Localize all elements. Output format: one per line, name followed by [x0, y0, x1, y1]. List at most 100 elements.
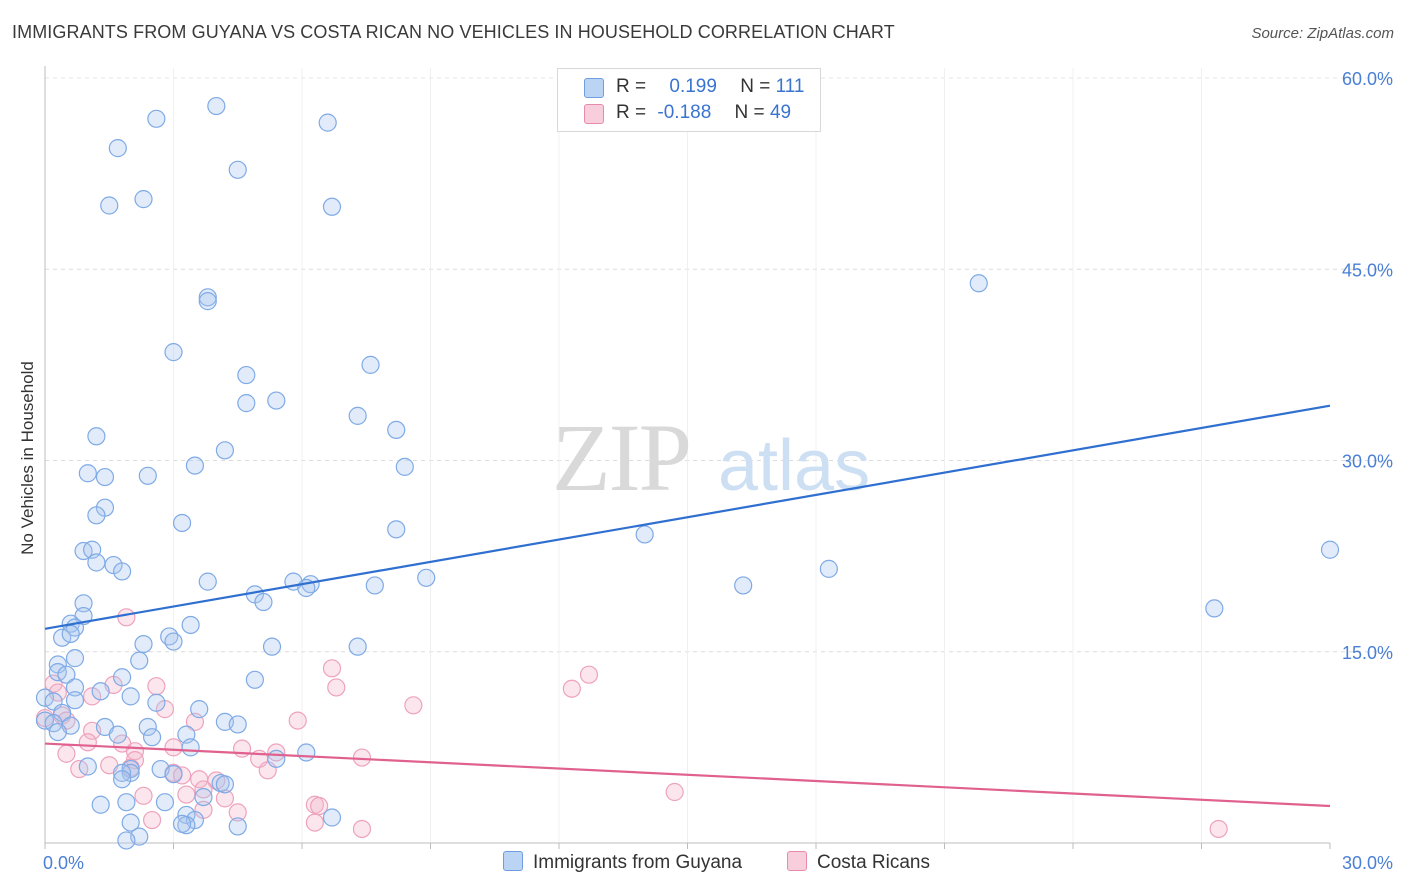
guyana-point: [237, 365, 256, 385]
guyana-point: [121, 813, 140, 832]
guyana-point: [969, 274, 988, 293]
guyana-point: [134, 634, 153, 654]
guyana-point: [245, 670, 264, 689]
legend-r-label: R =: [616, 102, 647, 123]
guyana-point: [198, 292, 217, 311]
guyana-point: [185, 456, 205, 475]
guyana-point: [417, 568, 436, 587]
costa-swatch: [787, 851, 807, 871]
guyana-point: [78, 464, 97, 483]
guyana-point: [207, 96, 226, 116]
guyana-swatch: [503, 851, 523, 871]
guyana-point: [365, 576, 384, 595]
watermark-atlas: atlas: [718, 426, 870, 506]
costa-point: [57, 744, 76, 763]
guyana-point: [35, 688, 55, 707]
guyana-point: [142, 728, 162, 747]
costa-point: [147, 677, 166, 696]
guyana-point: [635, 525, 654, 544]
guyana-point: [348, 406, 367, 425]
legend-r-value: 0.199: [669, 76, 717, 97]
costa-point: [267, 743, 286, 762]
guyana-point: [87, 427, 106, 446]
guyana-point: [734, 576, 753, 595]
costa-point: [44, 674, 63, 693]
guyana-point: [348, 637, 367, 656]
guyana-point: [318, 113, 337, 132]
guyana-point: [361, 355, 380, 374]
guyana-point: [177, 805, 196, 825]
costa-point: [352, 819, 372, 839]
guyana-point: [322, 808, 342, 827]
guyana-point: [87, 506, 106, 525]
guyana-point: [121, 687, 140, 706]
guyana-point: [198, 572, 217, 591]
guyana-point: [108, 139, 127, 158]
guyana-point: [228, 817, 247, 836]
costa-point: [310, 796, 329, 816]
costa-point: [117, 608, 136, 627]
costa-point: [327, 678, 346, 697]
guyana-point: [48, 722, 67, 742]
guyana-point: [138, 466, 157, 485]
x-tick-label: 0.0%: [43, 853, 84, 873]
guyana-point: [74, 594, 93, 613]
guyana-point: [155, 793, 175, 812]
costa-point: [1209, 819, 1228, 839]
guyana-point: [267, 391, 286, 410]
guyana-point: [117, 831, 136, 850]
guyana-point: [108, 725, 127, 744]
costa-point: [322, 659, 342, 678]
guyana-point: [91, 795, 110, 814]
costa-point: [305, 813, 324, 832]
x-tick-label: 30.0%: [1342, 853, 1393, 873]
costa-swatch: [584, 104, 604, 124]
costa-point: [665, 782, 684, 802]
chart-title: IMMIGRANTS FROM GUYANA VS COSTA RICAN NO…: [12, 22, 895, 42]
guyana-point: [147, 693, 166, 712]
guyana-point: [134, 190, 153, 209]
y-tick-label: 60.0%: [1342, 69, 1393, 89]
guyana-point: [387, 520, 406, 539]
legend-label-guyana: Immigrants from Guyana: [533, 852, 743, 873]
guyana-point: [819, 559, 838, 578]
guyana-point: [1205, 599, 1224, 618]
guyana-point: [172, 814, 192, 833]
legend-r-label: R =: [616, 76, 647, 97]
guyana-point: [61, 624, 80, 644]
costa-point: [142, 810, 162, 830]
x-tick-labels: 0.0% 30.0%: [43, 853, 1393, 873]
legend-label-costa: Costa Ricans: [817, 852, 930, 873]
costa-point: [562, 679, 581, 698]
costa-trend-line: [44, 742, 1331, 808]
guyana-point: [267, 749, 286, 768]
guyana-point: [237, 394, 256, 413]
legend-n-label: N =: [734, 102, 765, 123]
guyana-point: [130, 651, 149, 670]
guyana-point: [112, 763, 132, 782]
guyana-points: [35, 96, 1340, 850]
costa-point: [232, 739, 252, 758]
guyana-swatch: [584, 78, 604, 98]
costa-points: [35, 608, 1228, 839]
guyana-point: [1320, 540, 1340, 559]
watermark: ZIP atlas: [552, 404, 870, 511]
axes: [44, 66, 1331, 849]
y-tick-labels: 15.0% 30.0% 45.0% 60.0%: [1342, 69, 1393, 663]
guyana-point: [112, 770, 132, 789]
guyana-point: [228, 715, 247, 734]
costa-point: [177, 785, 196, 804]
guyana-point: [112, 562, 132, 581]
guyana-point: [95, 467, 115, 487]
guyana-point: [65, 691, 85, 710]
guyana-point: [164, 765, 183, 784]
y-tick-label: 15.0%: [1342, 643, 1393, 663]
watermark-zip: ZIP: [552, 404, 690, 511]
guyana-point: [78, 757, 97, 776]
guyana-point: [138, 717, 157, 737]
legend-n-value: 49: [769, 102, 792, 123]
guyana-point: [112, 668, 132, 687]
guyana-point: [164, 343, 183, 362]
guyana-point: [262, 637, 282, 656]
